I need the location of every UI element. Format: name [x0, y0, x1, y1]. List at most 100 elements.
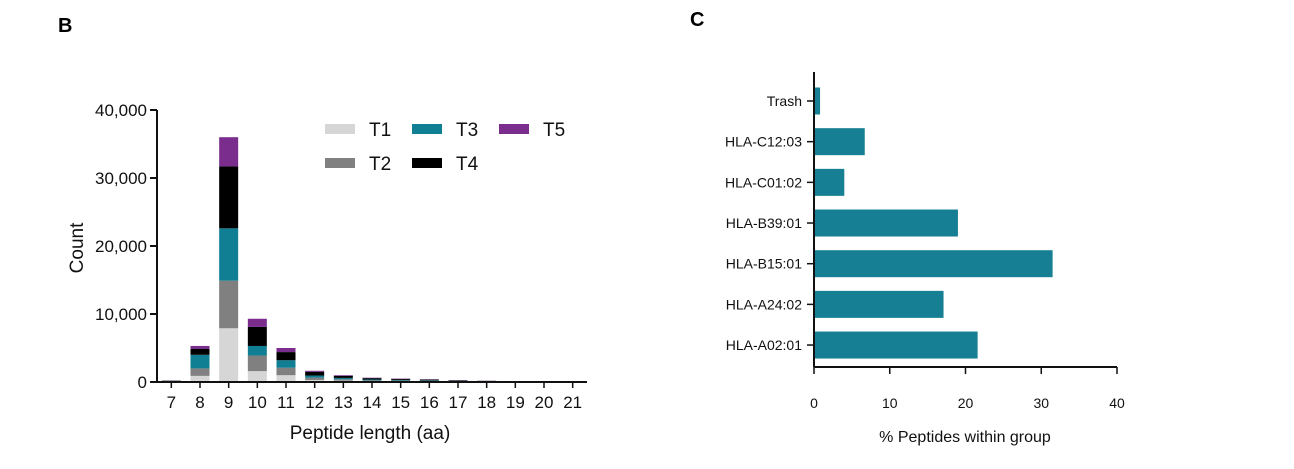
- bar-segment-t2-13: [333, 379, 353, 381]
- bar-segment-t1-11: [276, 375, 296, 382]
- bar-segment-t3-16: [419, 380, 439, 381]
- bar-segment-t4-12: [305, 371, 325, 376]
- bar-segment-t4-17: [448, 380, 468, 381]
- bar-segment-t3-8: [190, 354, 210, 369]
- bar-segment-t4-11: [276, 352, 296, 361]
- bar-segment-t5-11: [276, 348, 296, 353]
- panel-c-y-ticks: Trash HLA-C12:03 HLA-C01:02 HLA-B39:01 HLA-B…: [725, 93, 814, 353]
- panel-b-x-ticks: 7 8 9 10 11 12 13 14 15 16 17 18 19 20 21: [167, 382, 582, 412]
- legend-label-t1: T1: [369, 120, 391, 141]
- y-tick-label: Trash: [767, 93, 802, 109]
- x-tick-label: 12: [305, 393, 324, 412]
- bar-hla-b39-01: [814, 209, 958, 237]
- x-tick-label: 0: [810, 395, 818, 411]
- bar-segment-t1-10: [247, 371, 267, 382]
- bar-segment-t5-13: [333, 375, 353, 376]
- panel-b-y-ticks: 0 10,000 20,000 30,000 40,000: [95, 101, 157, 392]
- bar-segment-t5-8: [190, 345, 210, 349]
- bar-segment-t1-9: [219, 328, 239, 382]
- legend-swatch-t3: [412, 124, 442, 134]
- y-tick-label: HLA-A02:01: [726, 337, 802, 353]
- bar-segment-t1-12: [305, 379, 325, 382]
- bar-segment-t3-10: [247, 345, 267, 356]
- y-tick-label: HLA-C12:03: [725, 134, 802, 150]
- x-tick-label: 15: [391, 393, 410, 412]
- bar-segment-t4-13: [333, 375, 353, 378]
- legend-label-t5: T5: [543, 120, 565, 141]
- legend-swatch-t2: [325, 158, 355, 168]
- legend-swatch-t1: [325, 124, 355, 134]
- y-tick-label: HLA-A24:02: [726, 296, 802, 312]
- bar-segment-t4-9: [219, 166, 239, 229]
- bar-segment-t1-8: [190, 375, 210, 382]
- x-tick-label: 18: [477, 393, 496, 412]
- bar-segment-t2-8: [190, 368, 210, 376]
- panel-b-x-axis-title: Peptide length (aa): [290, 423, 451, 444]
- x-tick-label: 13: [334, 393, 353, 412]
- bar-segment-t3-14: [362, 379, 382, 381]
- panel-c-bars: [814, 87, 1053, 359]
- legend-swatch-t4: [412, 158, 442, 168]
- bar-hla-a24-02: [814, 290, 944, 318]
- x-tick-label: 10: [882, 395, 898, 411]
- x-tick-label: 40: [1109, 395, 1125, 411]
- y-tick-label: HLA-B39:01: [726, 215, 802, 231]
- panel-c-x-axis-title: % Peptides within group: [879, 429, 1051, 446]
- bar-segment-t3-9: [219, 228, 239, 281]
- x-tick-label: 21: [563, 393, 582, 412]
- y-tick-label: HLA-C01:02: [725, 174, 802, 190]
- y-tick-label: 0: [138, 373, 147, 392]
- legend-swatch-t5: [499, 124, 529, 134]
- bar-segment-t3-12: [305, 375, 325, 378]
- x-tick-label: 16: [420, 393, 439, 412]
- bar-hla-c01-02: [814, 168, 845, 196]
- panel-label-c: C: [690, 9, 704, 31]
- panel-b-legend: T1 T2 T3 T4 T5: [325, 120, 565, 175]
- bar-hla-c12-03: [814, 128, 865, 156]
- panel-b-y-axis-title: Count: [67, 222, 88, 273]
- bar-segment-t2-11: [276, 367, 296, 376]
- x-tick-label: 9: [224, 393, 233, 412]
- legend-label-t3: T3: [456, 120, 478, 141]
- bar-segment-t3-13: [333, 377, 353, 380]
- legend-label-t2: T2: [369, 154, 391, 175]
- bar-segment-t2-14: [362, 380, 382, 382]
- bar-hla-a02-01: [814, 331, 978, 359]
- bar-segment-t2-9: [219, 280, 239, 329]
- bar-segment-t3-11: [276, 360, 296, 368]
- bar-segment-t5-10: [247, 318, 267, 327]
- y-tick-label: 30,000: [95, 169, 147, 188]
- y-tick-label: HLA-B15:01: [726, 256, 802, 272]
- bar-segment-t4-8: [190, 348, 210, 355]
- x-tick-label: 14: [363, 393, 382, 412]
- panel-b-bars: [161, 137, 583, 382]
- x-tick-label: 30: [1033, 395, 1049, 411]
- y-tick-label: 20,000: [95, 237, 147, 256]
- bar-segment-t5-9: [219, 137, 239, 167]
- bar-trash: [814, 87, 821, 115]
- bar-segment-t4-14: [362, 378, 382, 380]
- x-tick-label: 10: [248, 393, 267, 412]
- bar-segment-t4-16: [419, 379, 439, 381]
- x-tick-label: 8: [195, 393, 204, 412]
- bar-segment-t2-10: [247, 355, 267, 372]
- panel-c-x-ticks: 0 10 20 30 40: [810, 367, 1125, 411]
- y-tick-label: 10,000: [95, 305, 147, 324]
- x-tick-label: 20: [958, 395, 974, 411]
- bar-segment-t2-15: [391, 380, 411, 382]
- bar-segment-t4-10: [247, 326, 267, 346]
- x-tick-label: 17: [449, 393, 468, 412]
- bar-segment-t3-15: [391, 379, 411, 381]
- bar-segment-t2-12: [305, 377, 325, 380]
- bar-hla-b15-01: [814, 250, 1053, 278]
- bar-segment-t4-15: [391, 378, 411, 380]
- x-tick-label: 7: [167, 393, 176, 412]
- y-tick-label: 40,000: [95, 101, 147, 120]
- panel-label-b: B: [58, 15, 72, 37]
- bar-segment-t5-12: [305, 370, 325, 372]
- legend-label-t4: T4: [456, 154, 479, 175]
- x-tick-label: 20: [535, 393, 554, 412]
- x-tick-label: 19: [506, 393, 525, 412]
- x-tick-label: 11: [277, 393, 295, 412]
